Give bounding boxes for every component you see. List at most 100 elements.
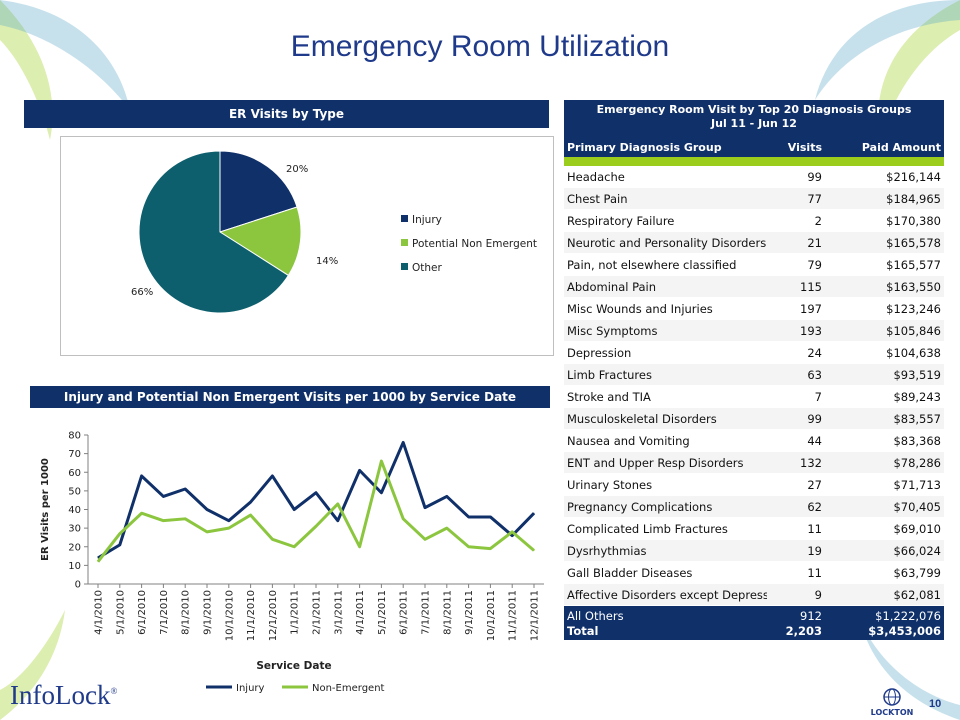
data-point bbox=[533, 512, 535, 514]
row-group: Respiratory Failure bbox=[567, 213, 675, 228]
logo-mark: ® bbox=[110, 686, 118, 696]
row-group: ENT and Upper Resp Disorders bbox=[567, 455, 744, 470]
row-paid: $71,713 bbox=[893, 477, 941, 492]
data-point bbox=[293, 509, 295, 510]
row-visits: 79 bbox=[807, 257, 822, 272]
x-tick-label: 10/1/2011 bbox=[486, 590, 497, 641]
data-point bbox=[250, 514, 252, 516]
row-paid: $78,286 bbox=[893, 455, 941, 470]
pie-slice-other bbox=[138, 150, 290, 314]
y-tick-label: 40 bbox=[68, 505, 81, 516]
pie-chart-panel: 20% 14% 66% Injury Potential Non Emergent Oth… bbox=[60, 136, 554, 356]
data-point bbox=[206, 531, 208, 533]
col-header-visits: Visits bbox=[787, 140, 822, 154]
table-row: Gall Bladder Diseases 11 $63,799 bbox=[564, 562, 944, 584]
table-row: Chest Pain 77 $184,965 bbox=[564, 188, 944, 210]
infolock-logo: InfoLock® bbox=[10, 680, 117, 711]
data-point bbox=[228, 520, 230, 522]
page-title: Emergency Room Utilization bbox=[290, 30, 670, 63]
table-row: Urinary Stones 27 $71,713 bbox=[564, 474, 944, 496]
total-row: Total 2,203 $3,453,006 bbox=[564, 623, 944, 638]
x-tick-label: 4/1/2011 bbox=[355, 590, 366, 635]
x-tick-label: 8/1/2010 bbox=[181, 590, 192, 635]
table-row: Misc Symptoms 193 $105,846 bbox=[564, 320, 944, 342]
table-header: Emergency Room Visit by Top 20 Diagnosis… bbox=[564, 100, 944, 157]
row-paid: $216,144 bbox=[886, 169, 941, 184]
data-point bbox=[489, 548, 491, 550]
pie-slice-injury bbox=[219, 150, 298, 233]
page-number: 10 bbox=[929, 698, 942, 710]
data-point bbox=[184, 488, 186, 490]
data-point bbox=[271, 475, 273, 477]
x-tick-label: 7/1/2011 bbox=[421, 590, 432, 635]
y-tick-label: 80 bbox=[68, 431, 81, 442]
row-paid: $93,519 bbox=[893, 367, 941, 382]
row-group: Complicated Limb Fractures bbox=[567, 521, 728, 536]
x-tick-label: 12/1/2011 bbox=[530, 590, 541, 641]
brand-name: LOCKTON bbox=[870, 708, 914, 717]
row-group: Pregnancy Complications bbox=[567, 499, 713, 514]
data-point bbox=[315, 525, 317, 527]
row-paid: $66,024 bbox=[893, 543, 941, 558]
data-point bbox=[424, 538, 426, 540]
data-point bbox=[184, 518, 186, 520]
row-group: Depression bbox=[567, 345, 632, 360]
row-paid: $170,380 bbox=[886, 213, 941, 228]
table-row: Limb Fractures 63 $93,519 bbox=[564, 364, 944, 386]
row-visits: 2 bbox=[814, 213, 822, 228]
table-row: Neurotic and Personality Disorders 21 $165… bbox=[564, 232, 944, 254]
table-title-line1: Emergency Room Visit by Top 20 Diagnosis… bbox=[596, 103, 912, 116]
row-group: Chest Pain bbox=[567, 191, 628, 206]
x-tick-label: 8/1/2011 bbox=[442, 590, 453, 635]
row-group: Dysrhythmias bbox=[567, 543, 647, 558]
row-paid: $105,846 bbox=[886, 323, 941, 338]
col-header-paid: Paid Amount bbox=[861, 140, 941, 154]
row-group: Gall Bladder Diseases bbox=[567, 565, 693, 580]
y-axis-title: ER Visits per 1000 bbox=[40, 458, 51, 561]
total-paid: $3,453,006 bbox=[868, 623, 941, 638]
table-row: Depression 24 $104,638 bbox=[564, 342, 944, 364]
row-paid: $63,799 bbox=[893, 565, 941, 580]
data-point bbox=[511, 531, 513, 533]
data-point bbox=[446, 527, 448, 529]
row-paid: $69,010 bbox=[893, 521, 941, 536]
data-point bbox=[533, 549, 535, 551]
logo-text: InfoLock bbox=[10, 680, 111, 710]
table-row: Abdominal Pain 115 $163,550 bbox=[564, 276, 944, 298]
table-title: Emergency Room Visit by Top 20 Diagnosis… bbox=[564, 100, 944, 131]
table-body: Headache 99 $216,144 Chest Pain 77 $184,965 Re… bbox=[564, 166, 944, 606]
y-tick-label: 20 bbox=[68, 542, 81, 553]
table-row: Misc Wounds and Injuries 197 $123,246 bbox=[564, 298, 944, 320]
table-row: Complicated Limb Fractures 11 $69,010 bbox=[564, 518, 944, 540]
table-row: Respiratory Failure 2 $170,380 bbox=[564, 210, 944, 232]
data-point bbox=[228, 527, 230, 529]
pie-slice-potential-non-emergent bbox=[218, 206, 302, 277]
series-line-injury bbox=[97, 440, 536, 560]
x-tick-label: 2/1/2011 bbox=[312, 590, 323, 635]
data-point bbox=[468, 546, 470, 548]
row-visits: 99 bbox=[807, 411, 822, 426]
row-paid: $165,577 bbox=[886, 257, 941, 272]
x-tick-label: 1/1/2011 bbox=[290, 590, 301, 635]
row-paid: $62,081 bbox=[893, 587, 941, 602]
table-row: Stroke and TIA 7 $89,243 bbox=[564, 386, 944, 408]
x-tick-label: 11/1/2010 bbox=[246, 590, 257, 641]
row-visits: 11 bbox=[807, 521, 822, 536]
data-point bbox=[511, 535, 513, 537]
row-paid: $83,557 bbox=[893, 411, 941, 426]
all-others-row: All Others 912 $1,222,076 bbox=[564, 608, 944, 623]
row-visits: 132 bbox=[800, 455, 822, 470]
table-row: Affective Disorders except Depression 9 $6… bbox=[564, 584, 944, 606]
data-point bbox=[380, 492, 382, 494]
x-tick-label: 5/1/2010 bbox=[115, 590, 126, 635]
line-section-header: Injury and Potential Non Emergent Visits… bbox=[30, 386, 550, 408]
data-point bbox=[97, 557, 99, 559]
data-point bbox=[402, 518, 404, 520]
data-point bbox=[141, 475, 143, 477]
diagnosis-table: Emergency Room Visit by Top 20 Diagnosis… bbox=[564, 100, 944, 640]
legend-label: Injury bbox=[412, 214, 442, 226]
line-chart: 0 10 20 30 40 50 60 70 80 4/1/2010 5/1/2010 6/1/201… bbox=[40, 431, 544, 694]
x-tick-label: 9/1/2010 bbox=[203, 590, 214, 635]
y-tick-label: 10 bbox=[68, 561, 81, 572]
total-label: Total bbox=[567, 623, 599, 638]
